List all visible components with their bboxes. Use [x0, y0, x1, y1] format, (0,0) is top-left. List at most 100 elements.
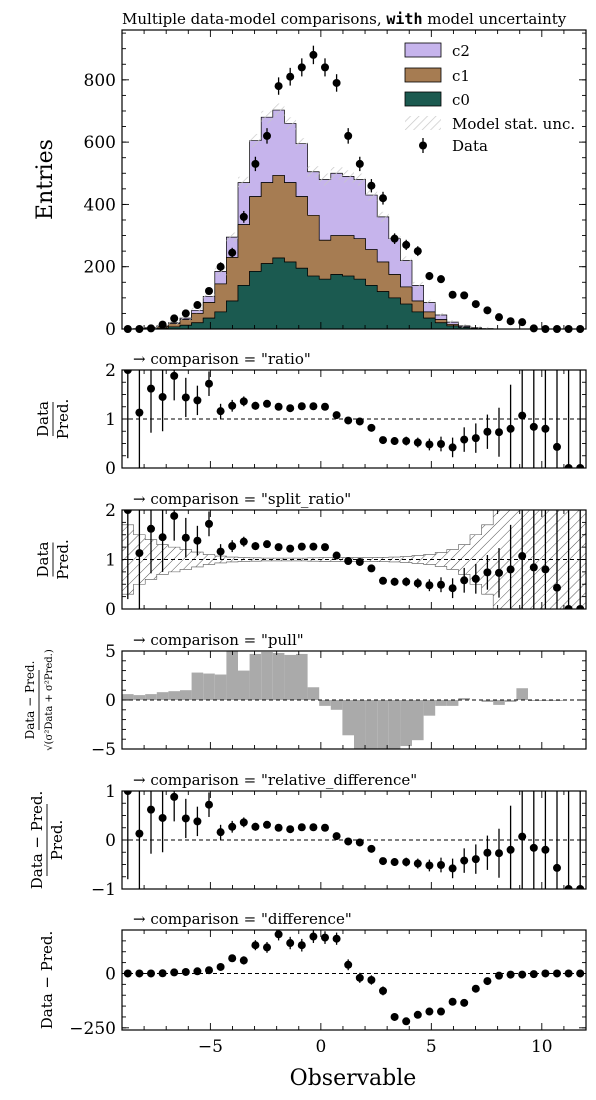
panel-reldiff-3: −1 0 1 → comparison = "relative_difference"… [28, 771, 587, 900]
point [297, 542, 306, 551]
panel-content [122, 651, 586, 749]
data-point [321, 63, 329, 72]
unc-band-bin [307, 166, 320, 178]
point [460, 435, 469, 444]
panel-difference-4: −5 0 5 10 −250 0 → comparison = "difference" Da… [38, 910, 587, 1057]
point [553, 863, 561, 872]
unc-band-bin [168, 320, 180, 325]
pull-bar [365, 700, 378, 749]
panel-y-label-num: Data − Pred. [28, 791, 46, 890]
point [379, 436, 387, 445]
point [205, 800, 213, 809]
data-point [483, 306, 492, 315]
data-point [471, 300, 480, 309]
pull-bar [307, 687, 320, 700]
panel-y-label-num: Data [34, 401, 52, 437]
main-frame [121, 29, 587, 330]
point [564, 464, 573, 468]
y-tick-label: 0 [105, 459, 116, 479]
point [158, 813, 167, 822]
panel-y-label-fraction: Data − Pred. Pred. [28, 791, 66, 890]
pull-bar [493, 700, 505, 705]
y-tick-label: 1 [105, 410, 116, 430]
y-tick-label: 2 [105, 361, 116, 381]
unc-band-bin [446, 320, 459, 325]
point [390, 577, 399, 586]
point [367, 423, 376, 432]
data-point [263, 131, 271, 140]
data-point [309, 50, 318, 59]
point [123, 510, 132, 514]
panel-y-label-num: Data − Pred. [23, 661, 37, 740]
pull-bar [377, 700, 389, 749]
unc-band-bin [458, 324, 470, 328]
unc-band-bin [377, 211, 389, 222]
point [297, 402, 306, 411]
panel-label: → comparison = "difference" [133, 910, 352, 928]
pull-bar [214, 674, 227, 700]
data-point [367, 181, 376, 190]
point [286, 544, 295, 553]
point [147, 805, 155, 814]
data-point [239, 212, 248, 221]
point [135, 549, 144, 558]
unc-band-bin [226, 232, 238, 242]
data-point [355, 159, 364, 168]
point [437, 439, 445, 448]
point [181, 533, 190, 542]
point [123, 370, 132, 374]
point [541, 424, 550, 433]
point [379, 857, 387, 866]
point [170, 371, 179, 380]
point [239, 537, 248, 546]
point [286, 939, 295, 948]
point [309, 402, 318, 411]
data-point [518, 318, 527, 327]
point [483, 427, 492, 436]
panel-y-label-den: Pred. [54, 539, 72, 580]
point [576, 885, 585, 889]
data-point [425, 272, 434, 281]
y-tick-label: 0 [105, 320, 116, 340]
x-axis-label: Observable [290, 1066, 417, 1091]
point [355, 417, 364, 426]
legend-label-data: Data [452, 137, 488, 155]
point [321, 823, 329, 832]
data-point [460, 291, 469, 300]
point [263, 399, 271, 408]
point [274, 543, 283, 552]
point [471, 984, 480, 993]
panel-ratio-1: 0 1 2 → comparison = "split_ratio" Data Pred. [34, 490, 587, 620]
pull-bar [412, 700, 424, 741]
main-y-label: Entries [33, 139, 58, 220]
panel-content [122, 791, 586, 889]
pull-bar [122, 694, 134, 700]
y-tick-label: −5 [91, 740, 116, 760]
chart-title: Multiple data-model comparisons, with mo… [122, 10, 567, 28]
data-point [506, 317, 515, 326]
point [506, 424, 515, 433]
point [135, 408, 144, 417]
point [205, 519, 213, 528]
pull-bar [133, 695, 146, 700]
pull-bar [446, 700, 459, 706]
point [321, 402, 329, 411]
point [390, 1012, 399, 1021]
pull-bar [504, 700, 517, 702]
data-point [332, 78, 341, 87]
x-tick-label: 5 [426, 1037, 437, 1057]
point [135, 969, 144, 978]
point [448, 584, 457, 593]
pull-bar [226, 651, 238, 700]
x-tick-label: −5 [198, 1037, 223, 1057]
point [506, 565, 515, 574]
point [216, 962, 225, 971]
pull-bar [284, 654, 296, 700]
point [123, 791, 132, 795]
point [529, 843, 538, 852]
point [471, 855, 480, 864]
point [205, 379, 213, 388]
pull-bar [249, 653, 262, 700]
data-point [390, 234, 399, 243]
